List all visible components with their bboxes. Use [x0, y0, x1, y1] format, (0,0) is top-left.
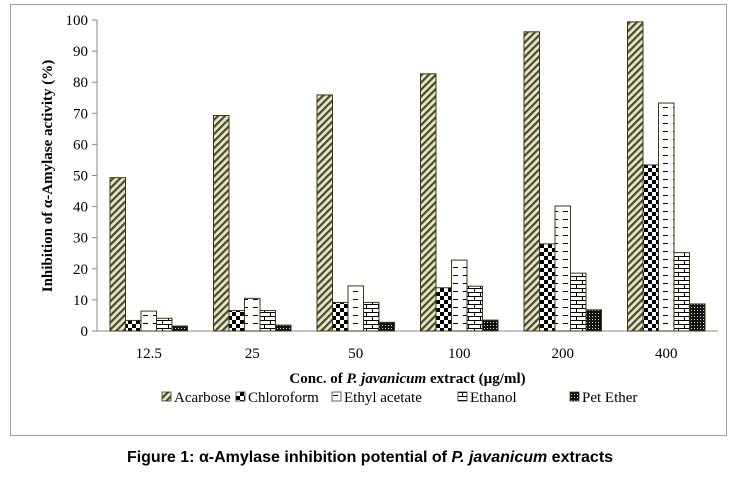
figure-caption: Figure 1: α-Amylase inhibition potential…: [0, 449, 740, 467]
bar-chloroform: [332, 301, 349, 332]
bar-ethanol: [673, 252, 690, 332]
y-tick-label: 10: [73, 293, 88, 309]
bar-ethanol: [466, 285, 483, 332]
bar-pet-ether: [482, 319, 499, 332]
bar-acarbose: [109, 177, 126, 332]
x-axis-label-part: P. javanicum: [346, 371, 426, 387]
x-axis-label-part: extract (µg/ml): [426, 371, 525, 387]
bar-acarbose: [523, 31, 540, 332]
bar-chart: 0 10 20 30 40 50 60 70 80 90 100 12.5 25 50 100 200 400 I…: [40, 13, 718, 406]
x-axis-label: Conc. of P. javanicum extract (µg/ml): [289, 371, 525, 387]
bar-ethanol: [259, 309, 276, 332]
y-tick-label: 0: [81, 324, 89, 340]
bar-ethyl-acetate: [554, 205, 571, 332]
bar-ethyl-acetate: [347, 285, 364, 332]
bar-chloroform: [435, 287, 452, 332]
x-axis-label-part: Conc. of: [289, 371, 346, 387]
bar-chloroform: [125, 319, 142, 332]
y-tick-label: 90: [73, 44, 88, 60]
x-tick-label: 400: [655, 346, 678, 362]
bar-ethanol: [156, 317, 173, 332]
y-axis-label: Inhibition of α-Amylase activity (%): [40, 60, 56, 293]
x-tick-label: 50: [348, 346, 363, 362]
caption-text: Figure 1: α-Amylase inhibition potential…: [126, 449, 452, 466]
bar-ethanol: [363, 301, 380, 332]
legend-swatch: [457, 391, 468, 402]
y-tick-label: 40: [73, 200, 88, 216]
legend-label: Pet Ether: [582, 390, 637, 406]
bar-pet-ether: [378, 321, 395, 332]
bar-ethyl-acetate: [658, 102, 675, 332]
legend-label: Ethyl acetate: [344, 390, 422, 406]
x-tick-label: 12.5: [136, 346, 162, 362]
bar-ethanol: [570, 272, 587, 332]
caption-species: P. javanicum: [451, 449, 548, 466]
bar-pet-ether: [275, 324, 292, 332]
caption-text-end: extracts: [547, 449, 614, 466]
bar-acarbose: [213, 114, 230, 332]
x-tick-label: 200: [552, 346, 575, 362]
legend-label: Chloroform: [248, 390, 319, 406]
bar-acarbose: [316, 94, 333, 332]
bar-chloroform: [539, 243, 556, 332]
bar-acarbose: [627, 21, 644, 332]
y-tick-label: 20: [73, 262, 88, 278]
y-tick-label: 70: [73, 106, 88, 122]
x-tick-label: 100: [448, 346, 471, 362]
legend-label: Acarbose: [174, 390, 231, 406]
legend-label: Ethanol: [470, 390, 517, 406]
bar-ethyl-acetate: [451, 259, 468, 332]
legend-swatch: [569, 391, 580, 402]
legend-swatch: [161, 391, 172, 402]
bar-pet-ether: [689, 303, 706, 332]
bar-ethyl-acetate: [244, 297, 261, 332]
y-tick-label: 60: [73, 137, 88, 153]
bar-acarbose: [420, 73, 437, 332]
chart-frame: [10, 4, 727, 436]
x-tick-label: 25: [245, 346, 260, 362]
bar-chloroform: [228, 309, 245, 332]
bar-pet-ether: [171, 325, 188, 332]
legend-swatch: [331, 391, 342, 402]
legend-swatch: [235, 391, 246, 402]
bar-pet-ether: [585, 309, 602, 332]
y-tick-label: 80: [73, 75, 88, 91]
y-tick-label: 100: [66, 13, 89, 29]
y-tick-label: 50: [73, 169, 88, 185]
y-tick-label: 30: [73, 231, 88, 247]
bar-ethyl-acetate: [140, 310, 157, 332]
bar-chloroform: [642, 164, 659, 332]
